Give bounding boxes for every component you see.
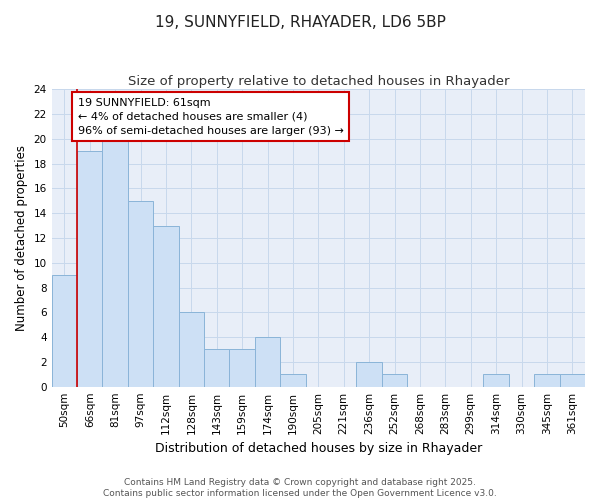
Bar bbox=[179, 312, 204, 386]
Bar bbox=[534, 374, 560, 386]
Bar bbox=[560, 374, 585, 386]
Bar bbox=[153, 226, 179, 386]
Bar bbox=[382, 374, 407, 386]
Bar bbox=[52, 275, 77, 386]
Bar bbox=[103, 139, 128, 386]
Bar bbox=[77, 151, 103, 386]
Text: Contains HM Land Registry data © Crown copyright and database right 2025.
Contai: Contains HM Land Registry data © Crown c… bbox=[103, 478, 497, 498]
Bar bbox=[128, 200, 153, 386]
Text: 19, SUNNYFIELD, RHAYADER, LD6 5BP: 19, SUNNYFIELD, RHAYADER, LD6 5BP bbox=[155, 15, 445, 30]
Bar bbox=[356, 362, 382, 386]
Y-axis label: Number of detached properties: Number of detached properties bbox=[15, 145, 28, 331]
Title: Size of property relative to detached houses in Rhayader: Size of property relative to detached ho… bbox=[128, 75, 509, 88]
Bar bbox=[280, 374, 305, 386]
Bar bbox=[484, 374, 509, 386]
Bar bbox=[255, 337, 280, 386]
Text: 19 SUNNYFIELD: 61sqm
← 4% of detached houses are smaller (4)
96% of semi-detache: 19 SUNNYFIELD: 61sqm ← 4% of detached ho… bbox=[77, 98, 343, 136]
Bar bbox=[229, 350, 255, 387]
X-axis label: Distribution of detached houses by size in Rhayader: Distribution of detached houses by size … bbox=[155, 442, 482, 455]
Bar bbox=[204, 350, 229, 387]
